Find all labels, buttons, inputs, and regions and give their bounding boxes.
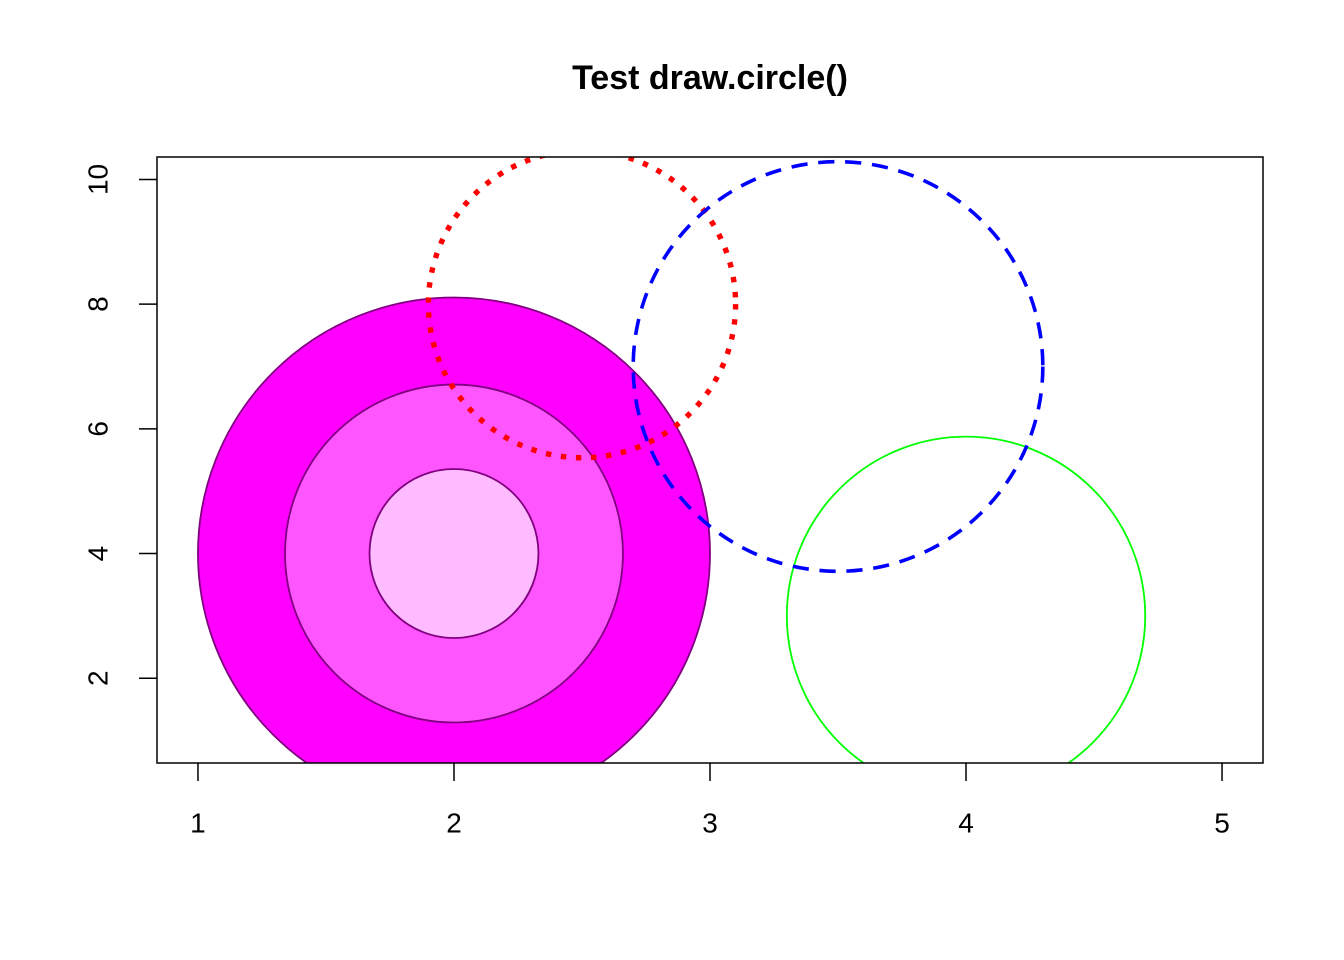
- y-tick-label: 2: [82, 670, 113, 686]
- circle: [425, 157, 739, 461]
- y-tick-label: 4: [82, 546, 113, 562]
- x-tick-label: 4: [958, 807, 974, 838]
- y-tick-label: 6: [82, 421, 113, 437]
- circle: [785, 435, 1147, 763]
- x-tick-label: 3: [702, 807, 718, 838]
- x-tick-label: 2: [446, 807, 462, 838]
- chart-title: Test draw.circle(): [572, 59, 848, 97]
- circle: [368, 468, 540, 639]
- circle: [631, 159, 1045, 574]
- x-tick-label: 5: [1214, 807, 1230, 838]
- plot-area: [197, 157, 1147, 763]
- y-tick-label: 10: [82, 164, 113, 195]
- x-tick-label: 1: [190, 807, 206, 838]
- y-tick-label: 8: [82, 296, 113, 312]
